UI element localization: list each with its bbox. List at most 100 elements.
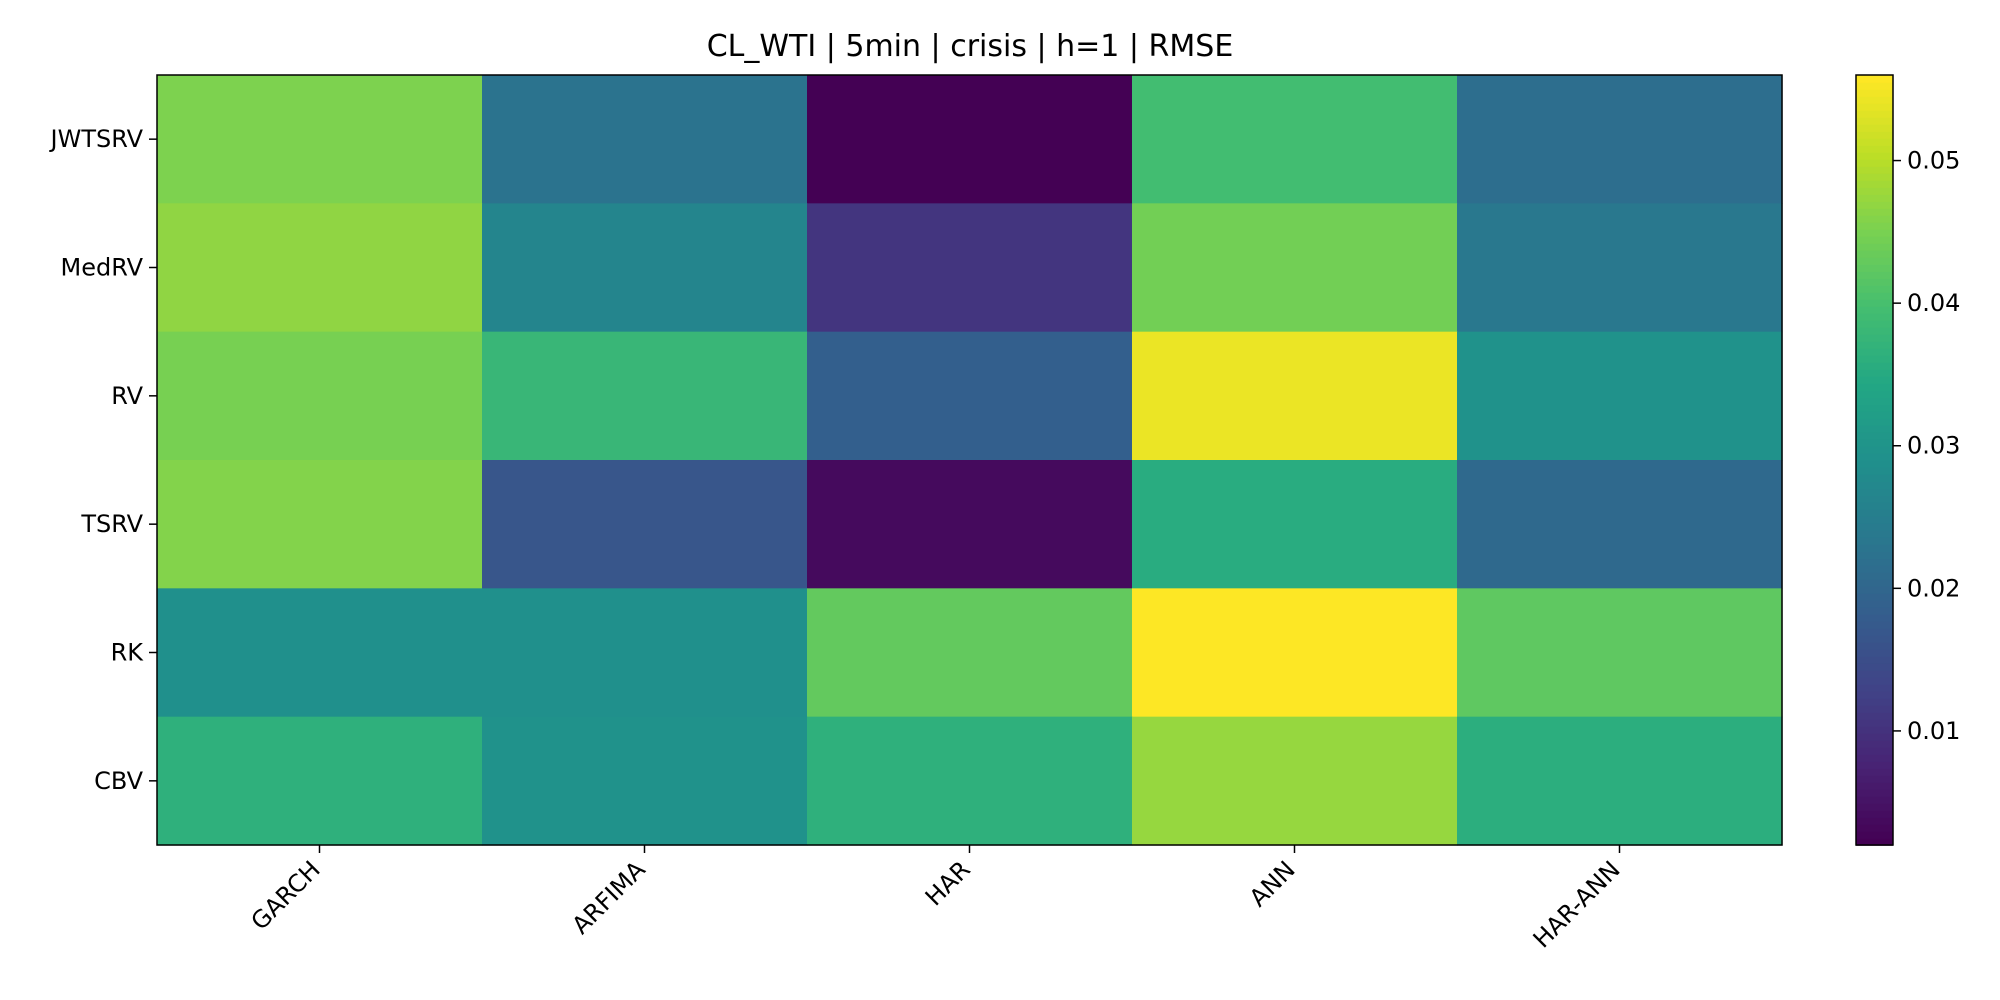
colorbar-segment	[1856, 250, 1893, 258]
colorbar-segment	[1856, 656, 1893, 664]
colorbar-segment	[1856, 586, 1893, 594]
colorbar-segment	[1856, 558, 1893, 566]
colorbar-segment	[1856, 201, 1893, 209]
colorbar-segment	[1856, 257, 1893, 265]
colorbar-segment	[1856, 782, 1893, 790]
colorbar-segment	[1856, 537, 1893, 545]
colorbar-segment	[1856, 642, 1893, 650]
colorbar-segment	[1856, 824, 1893, 832]
colorbar-segment	[1856, 838, 1893, 846]
heatmap-cell	[482, 588, 808, 718]
colorbar-segment	[1856, 348, 1893, 356]
heatmap-cell	[1132, 460, 1458, 589]
colorbar-segment	[1856, 208, 1893, 216]
chart-title: CL_WTI | 5min | crisis | h=1 | RMSE	[707, 29, 1234, 64]
colorbar-segment	[1856, 663, 1893, 671]
colorbar-segment	[1856, 159, 1893, 167]
colorbar-segment	[1856, 649, 1893, 657]
colorbar-segment	[1856, 369, 1893, 377]
colorbar-segment	[1856, 446, 1893, 454]
y-tick-label: RK	[111, 639, 145, 667]
colorbar-segment	[1856, 355, 1893, 363]
colorbar-segment	[1856, 376, 1893, 384]
colorbar-segment	[1856, 607, 1893, 615]
colorbar-segment	[1856, 404, 1893, 412]
colorbar-segment	[1856, 236, 1893, 244]
colorbar-segment	[1856, 698, 1893, 706]
heatmap-cell	[1457, 203, 1783, 333]
y-tick-label: JWTSRV	[49, 125, 144, 153]
colorbar-segment	[1856, 691, 1893, 699]
heatmap-cell	[807, 716, 1133, 846]
colorbar-segment	[1856, 516, 1893, 524]
y-tick-label: CBV	[94, 767, 143, 795]
colorbar-segment	[1856, 579, 1893, 587]
colorbar-segment	[1856, 306, 1893, 314]
y-tick-label: TSRV	[80, 510, 143, 538]
colorbar-segment	[1856, 460, 1893, 468]
colorbar-segment	[1856, 775, 1893, 783]
colorbar-segment	[1856, 138, 1893, 146]
colorbar-segment	[1856, 677, 1893, 685]
colorbar-segment	[1856, 418, 1893, 426]
colorbar-segment	[1856, 320, 1893, 328]
y-tick-label: RV	[111, 382, 143, 410]
colorbar-segment	[1856, 278, 1893, 286]
colorbar-segment	[1856, 180, 1893, 188]
heatmap-cell	[1457, 460, 1783, 589]
colorbar-segment	[1856, 110, 1893, 118]
colorbar-segment	[1856, 488, 1893, 496]
colorbar-tick-label: 0.04	[1907, 289, 1960, 317]
heatmap-cell	[1457, 588, 1783, 718]
colorbar-segment	[1856, 754, 1893, 762]
heatmap-cell	[807, 203, 1133, 333]
colorbar-segment	[1856, 341, 1893, 349]
colorbar-tick-label: 0.03	[1907, 432, 1960, 460]
colorbar-segment	[1856, 600, 1893, 608]
colorbar-tick-label: 0.05	[1907, 147, 1960, 175]
heatmap-cell	[1132, 331, 1458, 461]
colorbar-segment	[1856, 502, 1893, 510]
colorbar-segment	[1856, 383, 1893, 391]
colorbar-segment	[1856, 817, 1893, 825]
colorbar-segment	[1856, 789, 1893, 797]
colorbar-segment	[1856, 362, 1893, 370]
colorbar-segment	[1856, 740, 1893, 748]
colorbar-segment	[1856, 628, 1893, 636]
colorbar-segment	[1856, 712, 1893, 720]
colorbar-segment	[1856, 733, 1893, 741]
colorbar-segment	[1856, 530, 1893, 538]
heatmap-cell	[807, 460, 1133, 589]
heatmap-cell	[1457, 716, 1783, 846]
colorbar-segment	[1856, 271, 1893, 279]
colorbar-segment	[1856, 474, 1893, 482]
colorbar-segment	[1856, 670, 1893, 678]
heatmap-cell	[1132, 716, 1458, 846]
heatmap-cell	[157, 460, 483, 589]
colorbar-segment	[1856, 425, 1893, 433]
colorbar-segment	[1856, 761, 1893, 769]
colorbar-segment	[1856, 481, 1893, 489]
colorbar-segment	[1856, 152, 1893, 160]
colorbar-segment	[1856, 131, 1893, 139]
colorbar: 0.01 0.02 0.03 0.04 0.05	[1855, 74, 1960, 846]
heatmap-cell	[157, 588, 483, 718]
colorbar-segment	[1856, 173, 1893, 181]
colorbar-segment	[1856, 509, 1893, 517]
colorbar-segment	[1856, 614, 1893, 622]
colorbar-segment	[1856, 593, 1893, 601]
colorbar-segment	[1856, 544, 1893, 552]
colorbar-segment	[1856, 229, 1893, 237]
x-tick-label: HAR	[920, 855, 976, 911]
heatmap-cell	[482, 203, 808, 333]
colorbar-segment	[1856, 124, 1893, 132]
colorbar-segment	[1856, 726, 1893, 734]
heatmap-cell	[157, 716, 483, 846]
heatmap-cell	[1457, 75, 1783, 204]
heatmap-cell	[1132, 588, 1458, 718]
colorbar-tick-label: 0.02	[1907, 574, 1960, 602]
colorbar-segment	[1856, 621, 1893, 629]
heatmap-cell	[807, 588, 1133, 718]
colorbar-segment	[1856, 292, 1893, 300]
heatmap-cell	[157, 331, 483, 461]
